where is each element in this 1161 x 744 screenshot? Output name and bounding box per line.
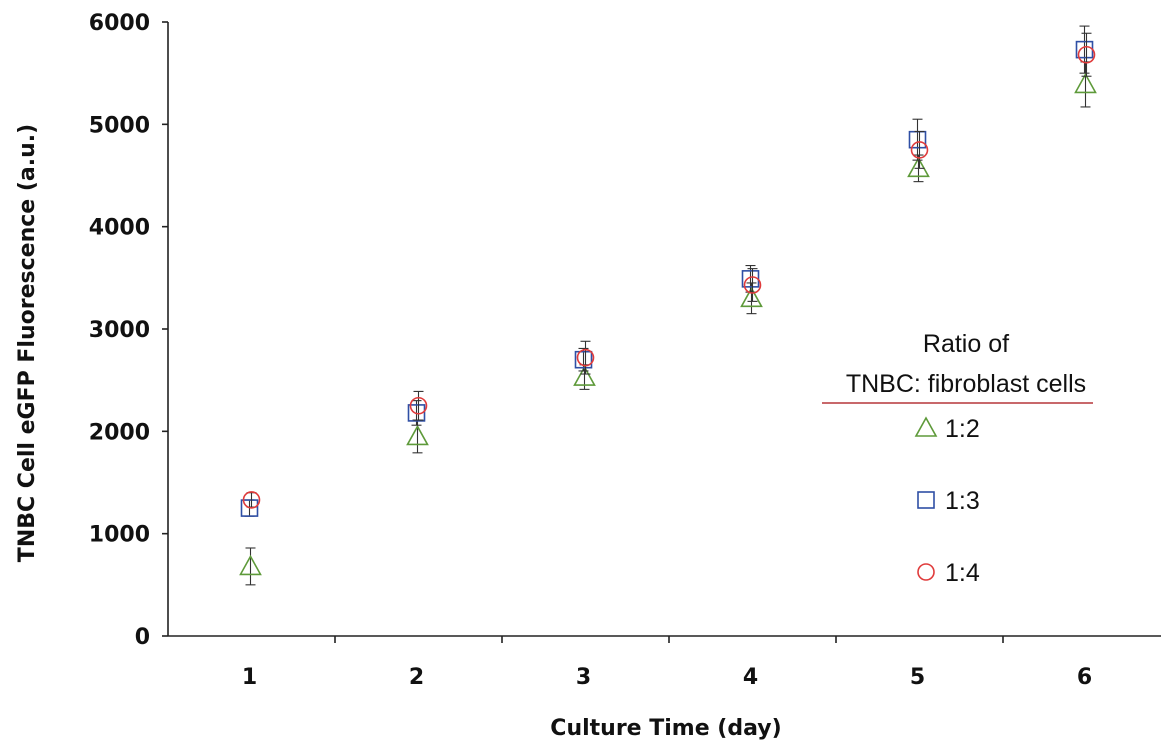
series-circle xyxy=(242,32,1096,509)
y-tick-label: 4000 xyxy=(89,216,150,241)
data-point xyxy=(406,424,429,446)
legend-marker-square xyxy=(917,491,935,509)
tick-labels: 0 1000 2000 3000 4000 5000 6000 1 2 3 4 5 6 xyxy=(89,11,1092,690)
data-point xyxy=(242,491,261,509)
axes xyxy=(162,21,1161,643)
data-point xyxy=(1074,72,1097,94)
x-tick-label: 4 xyxy=(743,665,758,690)
data-point xyxy=(743,276,762,294)
y-tick-label: 6000 xyxy=(89,11,150,36)
data-point xyxy=(910,141,929,159)
legend-marker-circle xyxy=(917,563,935,581)
y-axis-title: TNBC Cell eGFP Fluorescence (a.u.) xyxy=(15,124,40,562)
legend-title-line1: Ratio of xyxy=(923,330,1009,358)
x-tick-label: 6 xyxy=(1077,665,1092,690)
y-tick-label: 2000 xyxy=(89,420,150,445)
legend: Ratio of TNBC: fibroblast cells 1:21:31:… xyxy=(822,330,1093,587)
y-tick-label: 0 xyxy=(135,625,150,650)
data-point xyxy=(573,365,596,386)
x-axis-title: Culture Time (day) xyxy=(550,716,781,741)
legend-label: 1:4 xyxy=(945,559,980,587)
data-marks xyxy=(239,25,1097,586)
x-tick-label: 1 xyxy=(242,665,257,690)
legend-label: 1:2 xyxy=(945,415,980,443)
legend-items: 1:2 1:3 1:4 xyxy=(914,415,980,587)
data-point xyxy=(240,499,259,517)
legend-marker-triangle xyxy=(914,416,938,437)
y-tick-label: 3000 xyxy=(89,318,150,343)
data-point xyxy=(409,396,428,415)
data-point xyxy=(574,350,593,369)
legend-title-line2: TNBC: fibroblast cells xyxy=(846,370,1086,398)
y-tick-label: 5000 xyxy=(89,113,150,138)
x-tick-label: 5 xyxy=(910,665,925,690)
data-point xyxy=(407,404,426,422)
y-tick-label: 1000 xyxy=(89,523,150,548)
x-tick-label: 3 xyxy=(576,665,591,690)
data-point xyxy=(239,554,262,576)
data-point xyxy=(907,156,930,178)
legend-label: 1:3 xyxy=(945,487,980,515)
data-point xyxy=(740,286,763,308)
data-point xyxy=(1077,45,1096,64)
x-tick-label: 2 xyxy=(409,665,424,690)
data-point xyxy=(576,348,595,367)
